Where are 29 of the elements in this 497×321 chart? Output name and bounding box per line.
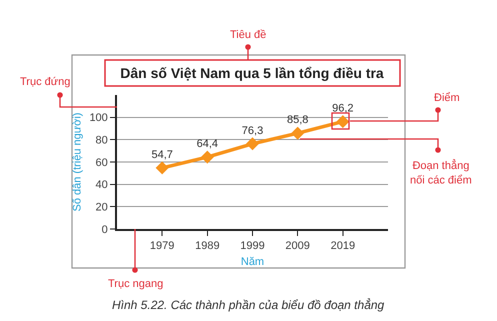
- x-tick-label: 1999: [240, 240, 265, 252]
- x-tick-label: 2009: [285, 240, 310, 252]
- x-tick-label: 1989: [195, 240, 220, 252]
- text: Đoạn thẳng nối các điểm: [410, 159, 472, 186]
- y-tick-label: 40: [96, 179, 108, 192]
- data-label: 64,4: [196, 138, 218, 150]
- y-axis-title: Số dân (triệu người): [72, 112, 84, 212]
- y-tick-label: 80: [96, 134, 108, 147]
- x-axis-title: Năm: [240, 256, 264, 268]
- point: [156, 161, 169, 174]
- x-tick-label: 1979: [150, 240, 174, 252]
- data-label: 85,8: [286, 114, 308, 126]
- x-tick-label: 2019: [330, 240, 356, 252]
- y-tick-label: 20: [96, 202, 108, 214]
- data-label: 54,7: [151, 148, 173, 161]
- data-label: 76,3: [242, 124, 264, 137]
- text: Tiêu đề: [230, 29, 266, 41]
- point: [200, 150, 214, 164]
- text: Điểm: [434, 92, 460, 104]
- point: [291, 126, 304, 140]
- y-tick-label: 0: [102, 224, 108, 236]
- chart-title: Dân số Việt Nam qua 5 lần tổng điều tra: [120, 64, 384, 81]
- y-tick-label: 100: [89, 112, 108, 124]
- y-tick-label: 60: [96, 156, 108, 169]
- text: Trục đứng: [20, 76, 70, 88]
- data-label: 96,2: [332, 102, 354, 115]
- point: [246, 137, 259, 150]
- text: Trục ngang: [108, 278, 164, 290]
- text: Hình 5.22. Các thành phần của biểu đồ đoạn thẳng: [112, 298, 385, 312]
